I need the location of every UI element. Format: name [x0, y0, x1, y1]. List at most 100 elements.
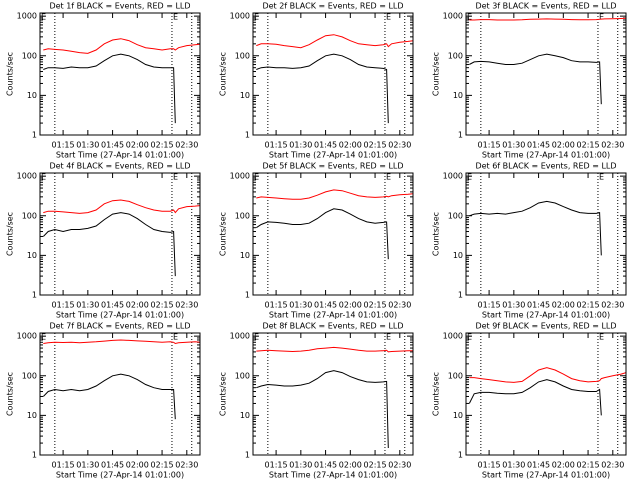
y-tick-label: 1000 — [443, 332, 463, 341]
chart-title: Det 3f BLACK = Events, RED = LLD — [475, 2, 616, 11]
series-line — [468, 379, 602, 416]
x-tick-label: 01:30 — [76, 141, 99, 150]
y-tick-label: 1000 — [17, 172, 37, 181]
series-line — [256, 208, 389, 260]
y-tick-label: 100 — [448, 51, 463, 60]
y-tick-label: 1 — [32, 291, 37, 300]
x-tick-label: 02:15 — [364, 141, 387, 150]
y-tick-label: 1000 — [443, 12, 463, 21]
x-tick-label: 02:15 — [151, 141, 174, 150]
annotation: E — [254, 13, 259, 22]
y-axis-label: Counts/sec — [6, 212, 15, 256]
x-tick-label: 02:00 — [339, 301, 362, 310]
y-tick-label: 1000 — [17, 332, 37, 341]
series-line — [469, 17, 627, 21]
annotation: E — [467, 13, 472, 22]
series-line — [256, 346, 413, 353]
y-tick-label: 1000 — [443, 172, 463, 181]
y-tick-label: 100 — [22, 371, 37, 380]
x-tick-label: 02:30 — [175, 141, 198, 150]
x-tick-label: 01:45 — [527, 141, 550, 150]
x-tick-label: 02:30 — [388, 141, 411, 150]
x-axis-label: Start Time (27-Apr-14 01:01:00) — [56, 151, 184, 160]
plot-frame — [465, 12, 627, 136]
chart-title: Det 8f BLACK = Events, RED = LLD — [262, 322, 403, 331]
x-tick-label: 01:15 — [265, 461, 288, 470]
series-line — [43, 199, 201, 214]
y-axis-label: Counts/sec — [219, 372, 228, 416]
series-line — [469, 200, 602, 256]
annotation: E — [386, 13, 391, 22]
y-tick-label: 1000 — [230, 172, 250, 181]
y-tick-label: 1 — [245, 451, 250, 460]
x-tick-label: 01:15 — [52, 461, 75, 470]
y-axis-label: Counts/sec — [432, 372, 441, 416]
x-tick-label: 01:30 — [289, 141, 312, 150]
y-tick-label: 1 — [458, 451, 463, 460]
plot-frame — [39, 332, 201, 456]
annotation: E — [254, 333, 259, 342]
series-line — [469, 53, 602, 105]
x-axis-label: Start Time (27-Apr-14 01:01:00) — [482, 311, 610, 320]
x-tick-label: 02:15 — [151, 301, 174, 310]
x-tick-label: 01:45 — [101, 301, 124, 310]
y-tick-label: 100 — [22, 51, 37, 60]
x-tick-label: 01:15 — [478, 141, 501, 150]
y-tick-label: 1000 — [230, 12, 250, 21]
series-line — [469, 367, 627, 383]
chart-title: Det 4f BLACK = Events, RED = LLD — [49, 162, 190, 171]
y-axis-label: Counts/sec — [219, 212, 228, 256]
series-line — [256, 34, 414, 49]
annotation: E — [41, 173, 46, 182]
x-tick-label: 02:30 — [601, 141, 624, 150]
x-tick-label: 01:15 — [265, 141, 288, 150]
x-tick-label: 01:45 — [527, 301, 550, 310]
x-tick-label: 02:15 — [577, 141, 600, 150]
annotation: E — [173, 13, 178, 22]
series-line — [42, 373, 176, 420]
y-axis-label: Counts/sec — [6, 52, 15, 96]
x-tick-label: 02:15 — [577, 461, 600, 470]
y-tick-label: 100 — [448, 211, 463, 220]
x-tick-label: 01:45 — [314, 461, 337, 470]
y-axis-label: Counts/sec — [432, 52, 441, 96]
series-line — [42, 212, 176, 277]
y-tick-label: 1 — [245, 131, 250, 140]
x-tick-label: 01:30 — [76, 301, 99, 310]
plot-frame — [39, 172, 201, 296]
x-tick-label: 01:15 — [478, 301, 501, 310]
y-tick-label: 1 — [32, 451, 37, 460]
y-tick-label: 10 — [453, 91, 463, 100]
x-tick-label: 01:30 — [502, 461, 525, 470]
series-line — [256, 53, 389, 124]
x-tick-label: 02:00 — [552, 301, 575, 310]
x-tick-label: 02:00 — [126, 301, 149, 310]
x-tick-label: 02:15 — [364, 461, 387, 470]
x-axis-label: Start Time (27-Apr-14 01:01:00) — [269, 311, 397, 320]
y-tick-label: 10 — [453, 251, 463, 260]
plot-frame — [465, 332, 627, 456]
annotation: E — [599, 173, 604, 182]
y-axis-label: Counts/sec — [219, 52, 228, 96]
x-tick-label: 02:15 — [151, 461, 174, 470]
annotation: E — [173, 333, 178, 342]
annotation: E — [599, 13, 604, 22]
y-tick-label: 10 — [240, 91, 250, 100]
y-tick-label: 1 — [458, 131, 463, 140]
x-tick-label: 01:30 — [76, 461, 99, 470]
x-tick-label: 02:15 — [577, 301, 600, 310]
x-tick-label: 02:30 — [175, 301, 198, 310]
annotation: E — [41, 333, 46, 342]
x-tick-label: 02:00 — [339, 461, 362, 470]
chart-title: Det 7f BLACK = Events, RED = LLD — [49, 322, 190, 331]
x-axis-label: Start Time (27-Apr-14 01:01:00) — [482, 151, 610, 160]
plot-frame — [252, 12, 414, 136]
x-tick-label: 01:15 — [265, 301, 288, 310]
x-axis-label: Start Time (27-Apr-14 01:01:00) — [269, 151, 397, 160]
chart-title: Det 6f BLACK = Events, RED = LLD — [475, 162, 616, 171]
x-tick-label: 02:00 — [552, 461, 575, 470]
x-tick-label: 01:45 — [314, 301, 337, 310]
x-tick-label: 02:30 — [175, 461, 198, 470]
y-tick-label: 100 — [235, 371, 250, 380]
